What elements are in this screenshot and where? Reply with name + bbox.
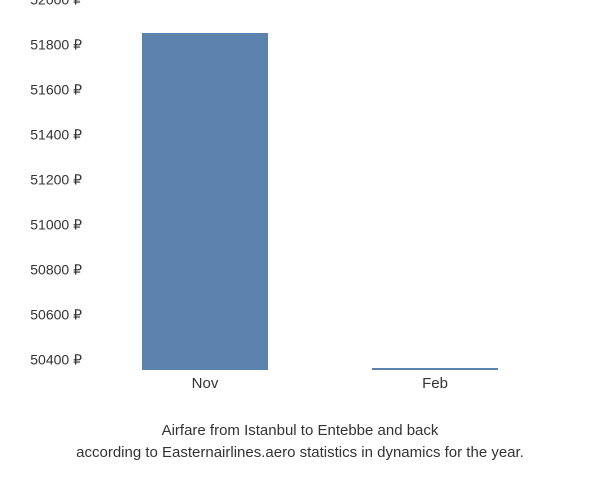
caption-line-1: Airfare from Istanbul to Entebbe and bac… xyxy=(0,420,600,442)
bar xyxy=(142,33,269,371)
bar xyxy=(372,368,499,370)
bar-chart: 50400 ₽ 50600 ₽ 50800 ₽ 51000 ₽ 51200 ₽ 51400… xyxy=(0,10,560,410)
x-tick-label: Nov xyxy=(192,375,219,392)
caption-line-2: according to Easternairlines.aero statis… xyxy=(0,442,600,464)
y-tick-label: 51200 ₽ xyxy=(0,172,82,189)
y-tick-label: 50400 ₽ xyxy=(0,352,82,369)
y-tick-label: 50800 ₽ xyxy=(0,262,82,279)
y-axis: 50400 ₽ 50600 ₽ 50800 ₽ 51000 ₽ 51200 ₽ 51400… xyxy=(0,10,90,370)
x-tick-label: Feb xyxy=(422,375,448,392)
y-tick-label: 52000 ₽ xyxy=(0,0,82,9)
y-tick-label: 51600 ₽ xyxy=(0,82,82,99)
y-tick-label: 50600 ₽ xyxy=(0,307,82,324)
chart-caption: Airfare from Istanbul to Entebbe and bac… xyxy=(0,420,600,464)
y-tick-label: 51800 ₽ xyxy=(0,37,82,54)
x-axis-labels: Nov Feb xyxy=(90,375,550,405)
plot-area xyxy=(90,10,550,370)
y-tick-label: 51000 ₽ xyxy=(0,217,82,234)
y-tick-label: 51400 ₽ xyxy=(0,127,82,144)
